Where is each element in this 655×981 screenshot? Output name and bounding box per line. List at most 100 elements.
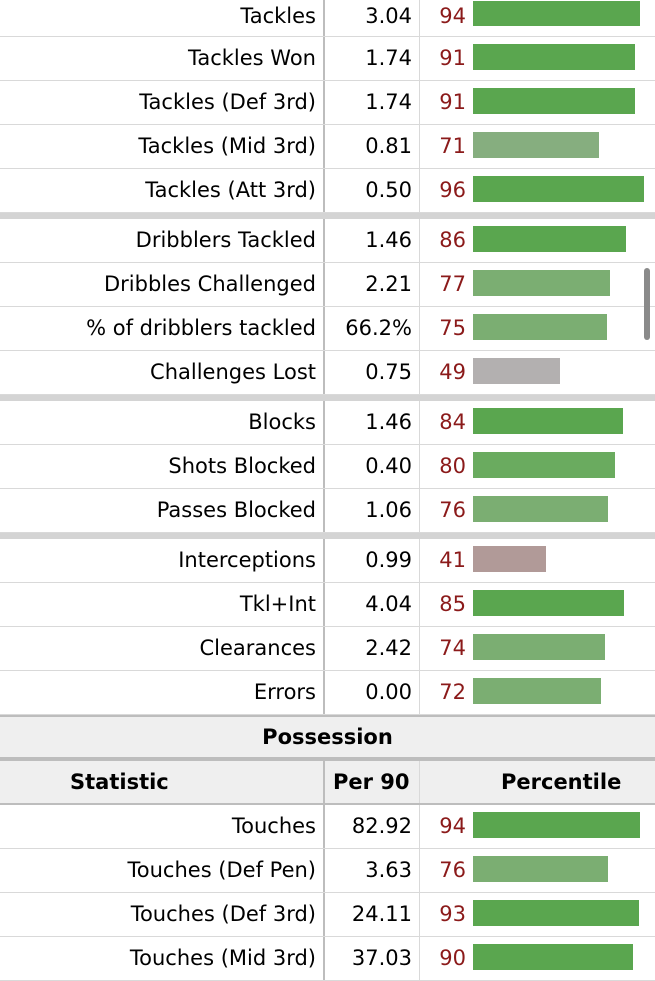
table-row: Tackles (Def 3rd) 1.74 91 — [0, 81, 655, 125]
stat-name[interactable]: Challenges Lost — [150, 360, 316, 384]
per90-value: 0.40 — [365, 454, 412, 478]
table-row: Touches (Def 3rd) 24.11 93 — [0, 893, 655, 937]
per90-value: 3.63 — [365, 858, 412, 882]
stat-name[interactable]: Tackles (Def 3rd) — [139, 90, 316, 114]
per90-value: 1.46 — [365, 228, 412, 252]
percentile-value: 94 — [439, 4, 466, 28]
possession-section: Touches 82.92 94 Touches (Def Pen) 3.63 76 Tou… — [0, 805, 655, 981]
percentile-bar — [473, 44, 635, 70]
stat-name[interactable]: Clearances — [199, 636, 316, 660]
percentile-value: 77 — [439, 272, 466, 296]
table-row: Touches 82.92 94 — [0, 805, 655, 849]
table-row: Tkl+Int 4.04 85 — [0, 583, 655, 627]
stat-name[interactable]: Tackles — [240, 4, 316, 28]
percentile-value: 94 — [439, 814, 466, 838]
per90-value: 2.21 — [365, 272, 412, 296]
section-header-possession: Possession — [0, 715, 655, 761]
percentile-bar — [473, 634, 605, 660]
table-row: Clearances 2.42 74 — [0, 627, 655, 671]
stat-name[interactable]: % of dribblers tackled — [86, 316, 316, 340]
percentile-value: 76 — [439, 498, 466, 522]
stat-name[interactable]: Touches — [231, 814, 316, 838]
per90-value: 0.81 — [365, 134, 412, 158]
table-row: % of dribblers tackled 66.2% 75 — [0, 307, 655, 351]
stat-name[interactable]: Tkl+Int — [239, 592, 316, 616]
table-row: Challenges Lost 0.75 49 — [0, 351, 655, 395]
percentile-value: 80 — [439, 454, 466, 478]
scrollbar-thumb[interactable] — [644, 268, 650, 340]
percentile-bar — [473, 408, 623, 434]
per90-value: 0.75 — [365, 360, 412, 384]
per90-value: 0.50 — [365, 178, 412, 202]
percentile-bar — [473, 358, 560, 384]
stat-name[interactable]: Shots Blocked — [168, 454, 316, 478]
per90-value: 3.04 — [365, 4, 412, 28]
percentile-bar — [473, 314, 607, 340]
percentile-value: 93 — [439, 902, 466, 926]
column-header-percentile[interactable]: Percentile — [501, 770, 622, 794]
percentile-value: 76 — [439, 858, 466, 882]
table-row: Blocks 1.46 84 — [0, 401, 655, 445]
percentile-bar — [473, 226, 626, 252]
stat-name[interactable]: Tackles (Mid 3rd) — [138, 134, 316, 158]
column-header-row: Statistic Per 90 Percentile — [0, 761, 655, 805]
percentile-value: 49 — [439, 360, 466, 384]
percentile-bar — [473, 88, 635, 114]
stat-name[interactable]: Touches (Def Pen) — [127, 858, 317, 882]
stat-name[interactable]: Interceptions — [178, 548, 316, 572]
percentile-value: 72 — [439, 680, 466, 704]
table-row: Tackles 3.04 94 — [0, 0, 655, 37]
percentile-bar — [473, 812, 640, 838]
percentile-bar — [473, 176, 644, 202]
table-row: Interceptions 0.99 41 — [0, 539, 655, 583]
percentile-bar — [473, 1, 640, 26]
per90-value: 66.2% — [345, 316, 412, 340]
percentile-value: 90 — [439, 946, 466, 970]
percentile-bar — [473, 900, 639, 926]
percentile-value: 91 — [439, 90, 466, 114]
table-row: Errors 0.00 72 — [0, 671, 655, 715]
stat-name[interactable]: Passes Blocked — [156, 498, 316, 522]
column-header-per90[interactable]: Per 90 — [333, 770, 410, 794]
table-row: Touches (Mid 3rd) 37.03 90 — [0, 937, 655, 981]
table-row: Touches (Def Pen) 3.63 76 — [0, 849, 655, 893]
percentile-value: 85 — [439, 592, 466, 616]
group-separator — [0, 395, 655, 401]
column-header-statistic[interactable]: Statistic — [70, 770, 169, 794]
stat-name[interactable]: Dribblers Tackled — [135, 228, 316, 252]
group-separator — [0, 213, 655, 219]
percentile-value: 71 — [439, 134, 466, 158]
percentile-bar — [473, 496, 608, 522]
percentile-bar — [473, 452, 615, 478]
per90-value: 0.00 — [365, 680, 412, 704]
percentile-value: 75 — [439, 316, 466, 340]
percentile-value: 84 — [439, 410, 466, 434]
stat-name[interactable]: Touches (Def 3rd) — [130, 902, 316, 926]
per90-value: 37.03 — [351, 946, 412, 970]
per90-value: 1.74 — [365, 46, 412, 70]
per90-value: 2.42 — [365, 636, 412, 660]
per90-value: 24.11 — [351, 902, 412, 926]
stat-name[interactable]: Touches (Mid 3rd) — [129, 946, 316, 970]
stat-name[interactable]: Tackles (Att 3rd) — [145, 178, 316, 202]
per90-value: 1.46 — [365, 410, 412, 434]
percentile-value: 91 — [439, 46, 466, 70]
stat-name[interactable]: Blocks — [248, 410, 316, 434]
table-row: Dribblers Tackled 1.46 86 — [0, 219, 655, 263]
table-row: Tackles (Att 3rd) 0.50 96 — [0, 169, 655, 213]
percentile-bar — [473, 546, 546, 572]
percentile-value: 41 — [439, 548, 466, 572]
per90-value: 82.92 — [351, 814, 412, 838]
table-row: Tackles (Mid 3rd) 0.81 71 — [0, 125, 655, 169]
stat-name[interactable]: Errors — [253, 680, 316, 704]
percentile-bar — [473, 944, 633, 970]
per90-value: 4.04 — [365, 592, 412, 616]
stat-name[interactable]: Tackles Won — [188, 46, 316, 70]
percentile-value: 86 — [439, 228, 466, 252]
table-row: Tackles Won 1.74 91 — [0, 37, 655, 81]
percentile-value: 74 — [439, 636, 466, 660]
section-title: Possession — [262, 725, 393, 749]
percentile-bar — [473, 590, 624, 616]
stat-name[interactable]: Dribbles Challenged — [104, 272, 316, 296]
